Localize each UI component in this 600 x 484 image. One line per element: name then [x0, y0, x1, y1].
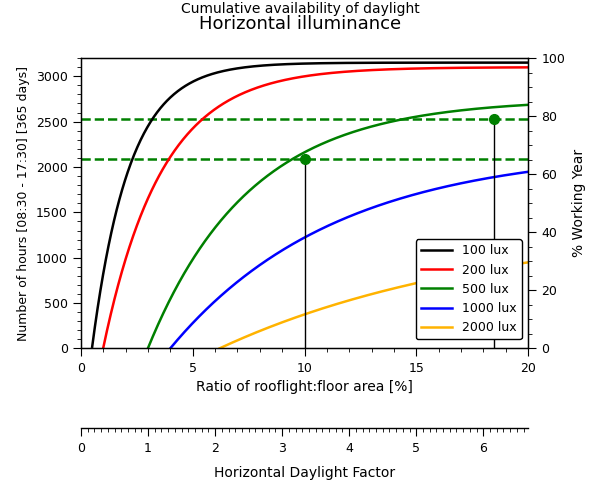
500 lux: [375, 122, 382, 128]
100 lux: [115, 198, 122, 204]
2000 lux: [235, 337, 242, 343]
Legend: 100 lux, 200 lux, 500 lux, 1000 lux, 2000 lux: 100 lux, 200 lux, 500 lux, 1000 lux, 200…: [416, 239, 522, 339]
2000 lux: [450, 272, 457, 278]
Line: 2000 lux: 2000 lux: [220, 262, 528, 348]
100 lux: [464, 60, 471, 65]
Line: 500 lux: 500 lux: [148, 105, 528, 348]
1000 lux: [395, 197, 402, 202]
1000 lux: [438, 185, 445, 191]
500 lux: [472, 106, 479, 112]
Y-axis label: % Working Year: % Working Year: [572, 149, 586, 257]
Text: Cumulative availability of daylight: Cumulative availability of daylight: [181, 2, 419, 16]
200 lux: [466, 65, 473, 71]
500 lux: [145, 345, 152, 351]
100 lux: [419, 60, 427, 65]
1000 lux: [384, 200, 391, 206]
100 lux: [89, 344, 96, 349]
200 lux: [358, 68, 365, 74]
100 lux: [366, 60, 373, 66]
200 lux: [346, 68, 353, 74]
100 lux: [524, 60, 532, 65]
100 lux: [353, 60, 361, 66]
1000 lux: [167, 345, 174, 351]
Y-axis label: Number of hours [08:30 - 17:30] [365 days]: Number of hours [08:30 - 17:30] [365 day…: [17, 66, 31, 341]
X-axis label: Horizontal Daylight Factor: Horizontal Daylight Factor: [214, 466, 395, 480]
X-axis label: Ratio of rooflight:floor area [%]: Ratio of rooflight:floor area [%]: [196, 380, 413, 394]
200 lux: [126, 244, 133, 250]
1000 lux: [524, 169, 532, 175]
2000 lux: [482, 266, 489, 272]
2000 lux: [403, 282, 410, 288]
500 lux: [433, 111, 440, 117]
2000 lux: [412, 280, 419, 286]
500 lux: [386, 119, 394, 125]
2000 lux: [524, 259, 532, 265]
500 lux: [168, 294, 175, 300]
200 lux: [524, 64, 532, 70]
1000 lux: [189, 320, 196, 326]
200 lux: [422, 65, 429, 71]
200 lux: [100, 345, 107, 350]
200 lux: [370, 67, 377, 73]
1000 lux: [475, 177, 482, 183]
2000 lux: [395, 284, 402, 290]
500 lux: [524, 102, 532, 108]
Text: Horizontal illuminance: Horizontal illuminance: [199, 15, 401, 33]
100 lux: [341, 60, 349, 66]
Line: 200 lux: 200 lux: [103, 67, 528, 348]
500 lux: [365, 124, 372, 130]
Line: 100 lux: 100 lux: [92, 62, 528, 347]
1000 lux: [374, 203, 382, 209]
Line: 1000 lux: 1000 lux: [170, 172, 528, 348]
2000 lux: [216, 346, 223, 351]
